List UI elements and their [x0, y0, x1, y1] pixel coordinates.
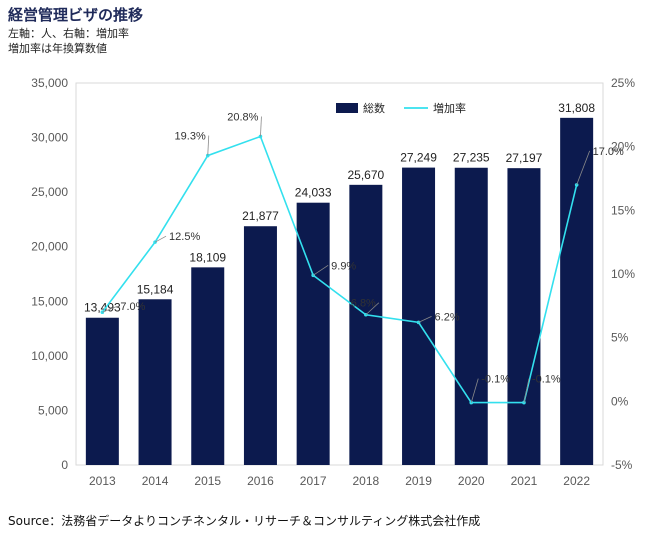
rate-label-leader: [576, 150, 591, 186]
bar: [454, 167, 488, 465]
rate-value-label: 20.8%: [227, 111, 258, 123]
bar: [507, 168, 541, 465]
rate-value-label: 9.9%: [331, 260, 356, 272]
x-tick-label: 2016: [247, 474, 274, 488]
bar: [85, 317, 119, 465]
rate-value-label: 7.0%: [120, 301, 145, 313]
bar-value-label: 21,877: [242, 209, 279, 223]
rate-label-leader: [523, 378, 530, 403]
legend-bar-label: 総数: [363, 101, 385, 115]
rate-value-label: 17.0%: [593, 146, 624, 158]
bar-value-label: 25,670: [347, 168, 384, 182]
bar-value-label: 13,493: [84, 301, 121, 315]
x-tick-label: 2020: [458, 474, 485, 488]
y-right-tick-label: 15%: [611, 203, 635, 217]
x-tick-label: 2017: [300, 474, 327, 488]
legend-bar-swatch: [336, 103, 358, 113]
rate-line: [101, 135, 578, 404]
bar-value-label: 24,033: [295, 186, 332, 200]
rate-value-label: -0.1%: [481, 374, 510, 386]
y-left-tick-label: 10,000: [31, 349, 68, 363]
chart-title: 経営管理ビザの推移: [8, 6, 144, 24]
axes-note: 左軸：人、右軸：増加率: [8, 27, 129, 40]
rate-label-leader: [418, 316, 432, 323]
rate-label-leader: [312, 264, 329, 276]
rate-note: 増加率は年換算数値: [8, 42, 107, 55]
y-left-tick-label: 15,000: [31, 294, 68, 308]
y-right-tick-label: 10%: [611, 267, 635, 281]
rate-label-leader: [102, 305, 118, 313]
y-left-tick-label: 20,000: [31, 240, 68, 254]
y-left-tick-label: 25,000: [31, 185, 68, 199]
bar: [402, 167, 436, 466]
bar: [191, 267, 225, 465]
bar: [349, 184, 383, 465]
y-right-tick-label: 5%: [611, 331, 629, 345]
y-right-tick-label: 20%: [611, 140, 635, 154]
y-right-tick-label: 25%: [611, 76, 635, 90]
y-left-tick-label: 0: [61, 458, 68, 472]
rate-value-label: 6.2%: [435, 311, 460, 323]
x-tick-label: 2018: [352, 474, 379, 488]
y-left-tick-label: 5,000: [38, 403, 68, 417]
rate-value-label: 6.8%: [351, 298, 376, 310]
rate-point: [522, 400, 526, 405]
x-tick-label: 2022: [563, 474, 590, 488]
source-note: Source：法務省データよりコンチネンタル・リサーチ＆コンサルティング株式会社…: [8, 514, 481, 528]
legend-line-label: 増加率: [433, 101, 466, 115]
bar-value-label: 31,808: [558, 101, 595, 115]
rate-point: [100, 310, 105, 315]
bar: [560, 117, 594, 465]
bar: [296, 202, 330, 466]
x-tick-label: 2019: [405, 474, 432, 488]
bar-value-label: 27,197: [506, 151, 543, 165]
bar: [138, 299, 172, 465]
y-right-tick-label: -5%: [611, 458, 633, 472]
rate-label-leader: [470, 378, 479, 403]
rate-value-label: 12.5%: [169, 231, 200, 243]
y-right-tick-label: 0%: [611, 394, 629, 408]
bar-value-label: 15,184: [137, 282, 174, 296]
bar: [243, 226, 277, 465]
y-left-tick-label: 35,000: [31, 76, 68, 90]
rate-label-leader: [260, 116, 262, 137]
plot-area: [75, 82, 604, 466]
bar-value-label: 27,249: [400, 151, 437, 165]
x-tick-label: 2013: [89, 474, 116, 488]
rate-label-leader: [365, 302, 380, 316]
x-tick-label: 2021: [511, 474, 538, 488]
x-tick-label: 2015: [194, 474, 221, 488]
bar-value-label: 18,109: [189, 250, 226, 264]
y-left-tick-label: 30,000: [31, 131, 68, 145]
x-tick-label: 2014: [142, 474, 169, 488]
rate-value-label: -0.1%: [532, 374, 561, 386]
rate-value-label: 19.3%: [175, 131, 206, 143]
rate-point: [469, 400, 474, 405]
rate-label-leader: [154, 235, 167, 243]
bar-value-label: 27,235: [453, 151, 490, 165]
rate-label-leader: [207, 135, 210, 156]
